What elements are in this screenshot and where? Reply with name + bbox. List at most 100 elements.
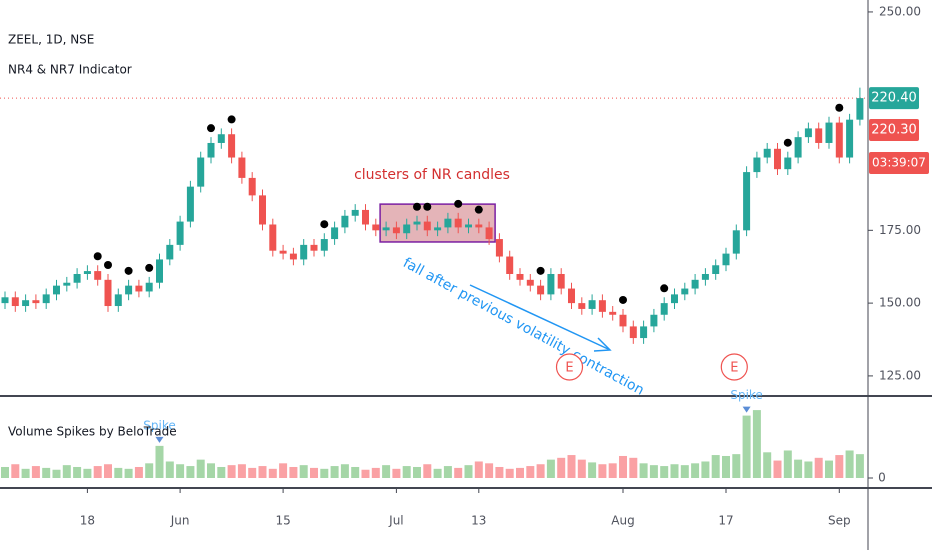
- volume-pane: Spike Spike: [1, 388, 864, 478]
- symbol-title[interactable]: ZEEL, 1D, NSE: [8, 33, 94, 47]
- volume-bar: [268, 468, 277, 478]
- volume-bar: [639, 463, 648, 478]
- volume-bar: [649, 465, 658, 478]
- volume-bar: [454, 467, 463, 478]
- volume-bar: [134, 466, 143, 478]
- volume-bar: [155, 445, 164, 478]
- volume-bar: [701, 461, 710, 478]
- volume-bar: [31, 466, 40, 478]
- volume-bar: [794, 459, 803, 478]
- candle-body: [495, 239, 503, 257]
- volume-title[interactable]: Volume Spikes by BeloTrade: [8, 425, 177, 439]
- candle-body: [825, 122, 833, 143]
- volume-bar: [845, 450, 854, 478]
- candle-body: [743, 172, 751, 231]
- candle-body: [341, 215, 349, 228]
- nr-dot: [227, 115, 236, 124]
- x-tick-label: Jul: [388, 514, 403, 528]
- y-tick-label: 250.00: [879, 4, 921, 18]
- nr-dot: [835, 103, 844, 112]
- candle-body: [547, 273, 555, 295]
- candle-body: [804, 128, 812, 138]
- candle-body: [63, 282, 71, 286]
- candle-body: [815, 128, 823, 143]
- candle-body: [846, 119, 854, 158]
- candle-body: [331, 227, 339, 240]
- volume-bar: [526, 466, 535, 478]
- volume-bar: [825, 460, 833, 478]
- candle-body: [125, 285, 133, 295]
- candle-body: [784, 157, 792, 170]
- candle-body: [774, 148, 781, 170]
- candle-body: [691, 279, 699, 289]
- nr-dot: [423, 202, 432, 211]
- candle-body: [506, 256, 514, 274]
- candle-body: [671, 294, 678, 304]
- volume-bar: [567, 455, 576, 478]
- nr-dot: [660, 284, 669, 293]
- spike-marker: [155, 436, 164, 443]
- volume-bar: [855, 454, 864, 478]
- candle-body: [444, 218, 452, 228]
- earnings-label: E: [565, 361, 573, 376]
- nr-dot: [124, 266, 133, 275]
- candle-body: [310, 244, 318, 251]
- volume-bar: [413, 466, 421, 478]
- spike-marker: [742, 406, 751, 413]
- volume-bar: [351, 466, 360, 478]
- volume-bar: [73, 466, 82, 478]
- candle-body: [403, 224, 411, 234]
- volume-bar: [402, 466, 411, 478]
- candle-body: [681, 288, 689, 295]
- candle-body: [557, 273, 565, 289]
- volume-bar: [516, 467, 524, 478]
- volume-bar: [464, 465, 473, 478]
- volume-bar: [711, 455, 720, 478]
- volume-bar: [207, 463, 215, 478]
- candle-body: [732, 230, 740, 254]
- candle-body: [568, 288, 575, 304]
- x-tick-label: 17: [718, 514, 733, 528]
- volume-bar: [21, 468, 30, 478]
- candle-body: [537, 285, 545, 295]
- volume-bar: [608, 463, 617, 478]
- volume-bar: [114, 467, 123, 478]
- volume-bar: [310, 467, 318, 478]
- volume-bar: [722, 455, 730, 478]
- price-pane: clusters of NR candles: [0, 87, 868, 344]
- candle-body: [1, 297, 9, 304]
- earnings-marker: [720, 353, 748, 381]
- candle-body: [94, 271, 102, 280]
- volume-bar: [93, 466, 102, 478]
- candle-body: [640, 326, 648, 339]
- candle-body: [228, 134, 236, 158]
- candle-body: [22, 300, 30, 307]
- candle-body: [238, 157, 246, 178]
- volume-bar: [145, 463, 154, 478]
- volume-bar: [1, 466, 9, 478]
- y-tick-label: 150.00: [879, 296, 921, 310]
- volume-bar: [557, 457, 566, 478]
- volume-bar: [299, 465, 308, 478]
- volume-bar: [443, 466, 452, 478]
- price-tag: [869, 119, 919, 141]
- volume-bar: [248, 467, 257, 478]
- nr-dot: [783, 138, 792, 147]
- volume-bar: [670, 464, 679, 478]
- nr-dot: [454, 199, 463, 208]
- x-tick-label: 18: [80, 514, 95, 528]
- nr-dot: [93, 252, 102, 261]
- candle-body: [135, 285, 143, 292]
- candle-body: [351, 209, 359, 216]
- candle-body: [114, 294, 122, 307]
- volume-bar: [783, 450, 792, 478]
- candle-body: [269, 224, 277, 251]
- candle-body: [166, 244, 174, 260]
- indicator-title[interactable]: NR4 & NR7 Indicator: [8, 63, 132, 77]
- volume-bar: [52, 469, 61, 478]
- volume-bar: [124, 468, 133, 478]
- candle-body: [465, 224, 472, 228]
- candle-body: [392, 227, 400, 234]
